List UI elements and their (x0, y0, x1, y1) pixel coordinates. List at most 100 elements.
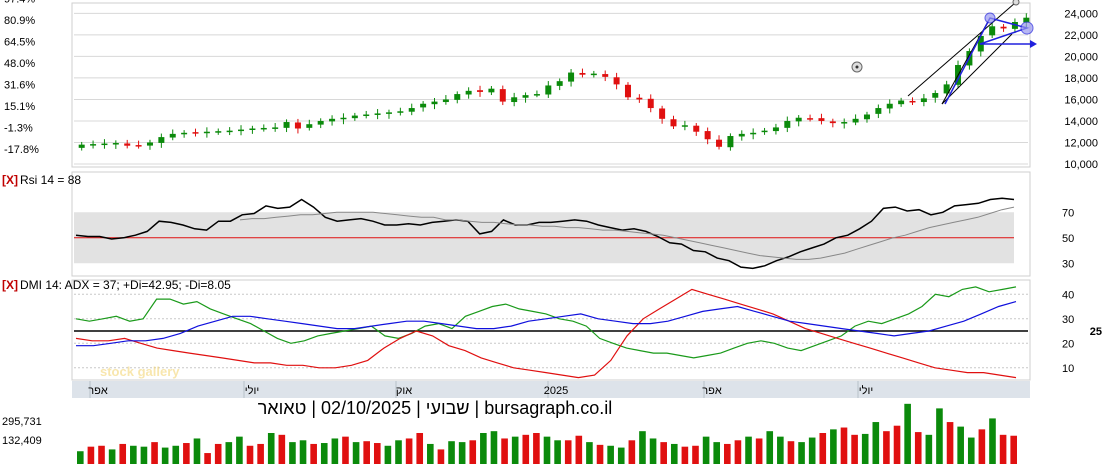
price-candle (329, 115, 336, 126)
price-candle (841, 118, 848, 129)
price-candle-body (135, 145, 142, 147)
price-candle-body (397, 111, 404, 113)
volume-bar (681, 446, 689, 464)
volume-bar (649, 438, 657, 464)
price-candle (761, 127, 768, 135)
x-axis-labels: אפר יולי אוק 2025 אפר יולי (88, 381, 873, 398)
price-candle (363, 110, 370, 119)
pattern-marker-2 (1020, 21, 1034, 35)
dmi-title: DMI 14: ADX = 37; +Di=42.95; -Di=8.05 (20, 278, 231, 292)
price-candle-body (192, 132, 199, 134)
price-candle-body (203, 131, 210, 134)
volume-bar (320, 443, 328, 464)
volume-bar (851, 434, 858, 464)
volume-bar (140, 446, 148, 464)
trend-channel (851, 0, 1037, 105)
dmi-toggle[interactable]: [X] (2, 278, 18, 292)
volume-bar (225, 442, 233, 464)
volume-bar (893, 425, 901, 464)
price-candle (727, 133, 734, 151)
price-candle (807, 114, 814, 122)
price-candle (886, 99, 893, 114)
price-candle-body (385, 112, 392, 114)
volume-bars (77, 403, 1017, 464)
price-candle-body (659, 108, 666, 119)
volume-bar (639, 431, 646, 464)
watermark: stock gallery (100, 364, 180, 379)
price-axis-label: 10,000 (1064, 159, 1098, 171)
volume-bar (427, 443, 434, 464)
price-candle (78, 141, 85, 151)
price-candle-body (545, 85, 552, 95)
price-candle (238, 125, 245, 136)
price-candle (317, 118, 324, 129)
price-candle (397, 107, 404, 116)
volume-bar (575, 435, 583, 464)
price-candle-body (488, 88, 495, 93)
volume-bar (193, 438, 201, 464)
rsi-axis: 70 50 30 (1062, 207, 1074, 270)
volume-bar (352, 442, 360, 464)
volume-bar (883, 431, 890, 464)
price-candle-body (579, 72, 586, 75)
price-candle (294, 118, 301, 134)
price-candle-body (442, 99, 449, 103)
price-candle (408, 103, 415, 116)
volume-bar (596, 444, 604, 464)
rsi-title: Rsi 14 = 88 (20, 173, 81, 187)
price-candle (1000, 24, 1007, 32)
volume-bar (87, 446, 95, 464)
price-candle-body (943, 84, 950, 94)
price-candle (898, 97, 905, 107)
rsi-toggle[interactable]: [X] (2, 173, 18, 187)
price-candle (579, 68, 586, 78)
price-candle (442, 95, 449, 105)
volume-bar (278, 434, 286, 464)
price-candle (932, 90, 939, 103)
price-candle (863, 111, 870, 123)
price-candle (522, 92, 529, 103)
volume-bar (967, 437, 975, 464)
volume-bar (267, 433, 275, 464)
volume-bar (989, 418, 996, 464)
price-axis-label: 16,000 (1064, 94, 1098, 106)
x-axis-label: יולי (245, 384, 259, 397)
price-candle-body (761, 130, 768, 133)
price-pct-label: 48.0% (4, 58, 35, 70)
volume-bar (925, 434, 933, 464)
price-candle-body (294, 122, 301, 129)
price-candle-body (863, 114, 870, 120)
plus-di-line (75, 286, 1017, 359)
price-candle (511, 92, 518, 107)
dmi-gridlines (74, 293, 1028, 369)
price-candle-body (533, 94, 540, 96)
volume-bar (819, 433, 827, 464)
volume-bar (830, 429, 837, 464)
price-candle (135, 140, 142, 149)
volume-bar (734, 440, 742, 464)
price-candle (545, 81, 552, 98)
volume-bar (808, 437, 816, 464)
dmi-axis-label: 40 (1062, 289, 1074, 301)
price-candle (670, 115, 677, 130)
price-candle (852, 114, 859, 126)
volume-bar (490, 431, 498, 464)
price-candle-body (306, 124, 313, 128)
price-candle (681, 120, 688, 131)
volume-bar (130, 445, 137, 464)
price-axis-label: 22,000 (1064, 30, 1098, 42)
price-candle (374, 109, 381, 120)
price-candle-body (181, 132, 188, 135)
volume-bar (586, 442, 593, 464)
price-candle (477, 85, 484, 97)
price-candle-body (158, 137, 165, 143)
volume-axis-label: 295,731 (2, 416, 42, 428)
volume-bar (299, 440, 307, 464)
price-candle (90, 140, 97, 149)
rsi-axis-label: 30 (1062, 258, 1074, 270)
price-pct-label: -17.8% (4, 144, 39, 156)
dmi-axis-label: 20 (1062, 338, 1074, 350)
price-candle (829, 118, 836, 128)
volume-bar (724, 443, 731, 464)
